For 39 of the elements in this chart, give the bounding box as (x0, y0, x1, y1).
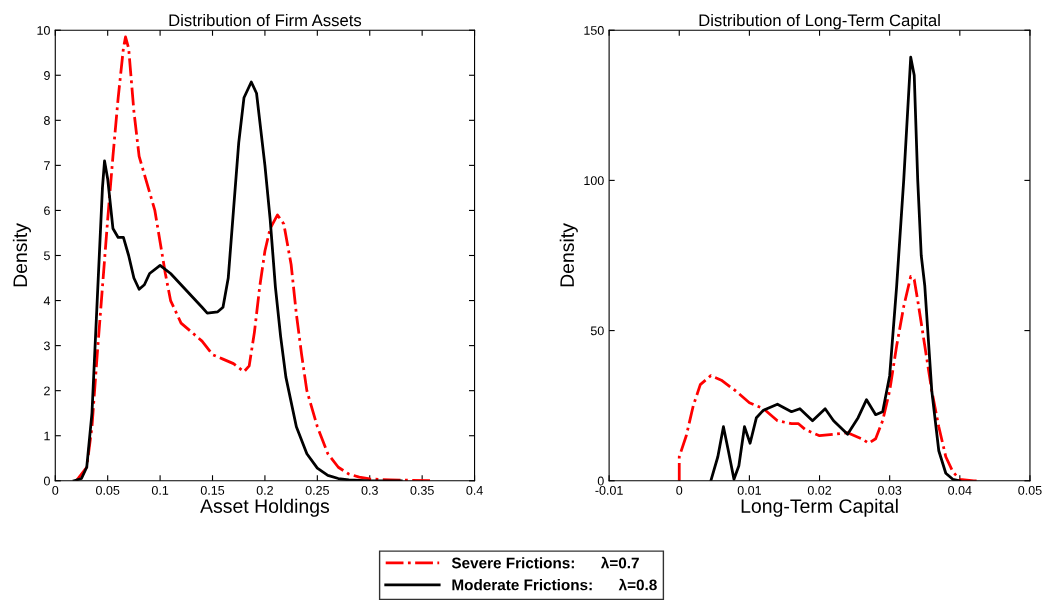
x-tick-label: 0.1 (151, 485, 169, 495)
x-tick-label: 0.35 (410, 485, 434, 495)
x-tick-label: 0.05 (1018, 485, 1042, 495)
x-tick-label: 0.3 (361, 485, 378, 495)
x-tick-label: 0.2 (256, 485, 273, 495)
y-tick-label: 5 (43, 251, 50, 261)
y-tick-label: 50 (590, 326, 604, 336)
x-tick-label: 0.02 (807, 485, 832, 495)
x-tick-label: 0 (676, 485, 683, 495)
x-tick-label: -0.01 (595, 485, 623, 495)
y-tick-label: 9 (44, 71, 50, 80)
y-tick-label: 4 (43, 296, 51, 306)
x-tick-label: 0.01 (737, 485, 761, 495)
x-tick-label: 0.25 (305, 485, 329, 495)
x-tick-label: 0.04 (948, 485, 972, 495)
x-tick-label: 0.05 (96, 485, 120, 495)
y-tick-label: 0 (597, 476, 604, 486)
y-tick-label: 150 (584, 26, 604, 35)
x-axis-title: Long-Term Capital (741, 498, 898, 517)
y-tick-label: 3 (43, 341, 50, 351)
y-tick-label: 2 (44, 386, 50, 396)
x-axis-title: Asset Holdings (200, 498, 330, 517)
y-tick-label: 0 (43, 476, 50, 486)
chart-title: Distribution of Firm Assets (169, 13, 362, 27)
x-tick-label: 0.4 (466, 485, 483, 495)
x-tick-label: 0 (52, 485, 59, 495)
y-tick-label: 6 (44, 206, 50, 216)
y-tick-label: 7 (44, 161, 50, 170)
x-tick-label: 0.03 (878, 485, 902, 495)
chart-title: Distribution of Long-Term Capital (699, 13, 940, 30)
legend-label: Severe Frictions: λ=0.7 (451, 556, 639, 569)
legend-label: Moderate Frictions: λ=0.8 (452, 578, 657, 591)
y-tick-label: 1 (44, 431, 50, 441)
y-axis-title: Density (559, 223, 578, 287)
y-axis-title: Density (12, 223, 31, 287)
x-tick-label: 0.15 (200, 485, 225, 495)
y-tick-label: 10 (37, 26, 50, 35)
y-tick-label: 100 (584, 176, 604, 186)
y-tick-label: 8 (44, 116, 50, 125)
